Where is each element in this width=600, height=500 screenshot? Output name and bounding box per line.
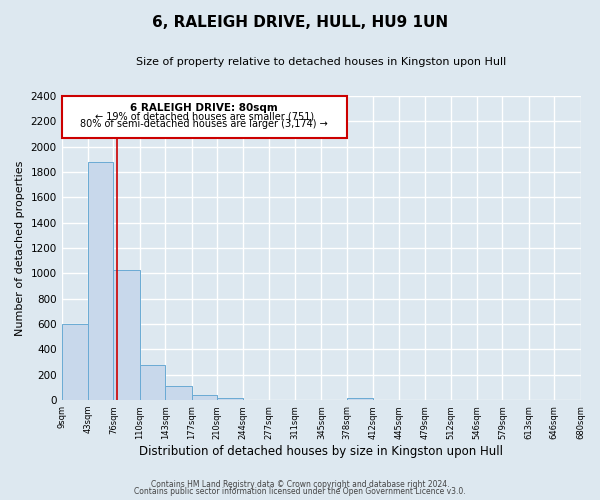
Text: 80% of semi-detached houses are larger (3,174) →: 80% of semi-detached houses are larger (… [80, 120, 328, 130]
Bar [140, 364, 165, 400]
Bar [113, 270, 140, 400]
Text: 6, RALEIGH DRIVE, HULL, HU9 1UN: 6, RALEIGH DRIVE, HULL, HU9 1UN [152, 15, 448, 30]
Bar [191, 395, 217, 400]
Bar [347, 398, 373, 400]
Text: Contains HM Land Registry data © Crown copyright and database right 2024.: Contains HM Land Registry data © Crown c… [151, 480, 449, 489]
Bar [217, 398, 244, 400]
Text: 6 RALEIGH DRIVE: 80sqm: 6 RALEIGH DRIVE: 80sqm [130, 103, 278, 113]
Bar [165, 386, 191, 400]
Text: ← 19% of detached houses are smaller (751): ← 19% of detached houses are smaller (75… [95, 112, 314, 122]
FancyBboxPatch shape [62, 96, 347, 138]
Bar [88, 162, 113, 400]
Title: Size of property relative to detached houses in Kingston upon Hull: Size of property relative to detached ho… [136, 58, 506, 68]
Bar [62, 324, 88, 400]
Y-axis label: Number of detached properties: Number of detached properties [15, 160, 25, 336]
X-axis label: Distribution of detached houses by size in Kingston upon Hull: Distribution of detached houses by size … [139, 444, 503, 458]
Text: Contains public sector information licensed under the Open Government Licence v3: Contains public sector information licen… [134, 487, 466, 496]
